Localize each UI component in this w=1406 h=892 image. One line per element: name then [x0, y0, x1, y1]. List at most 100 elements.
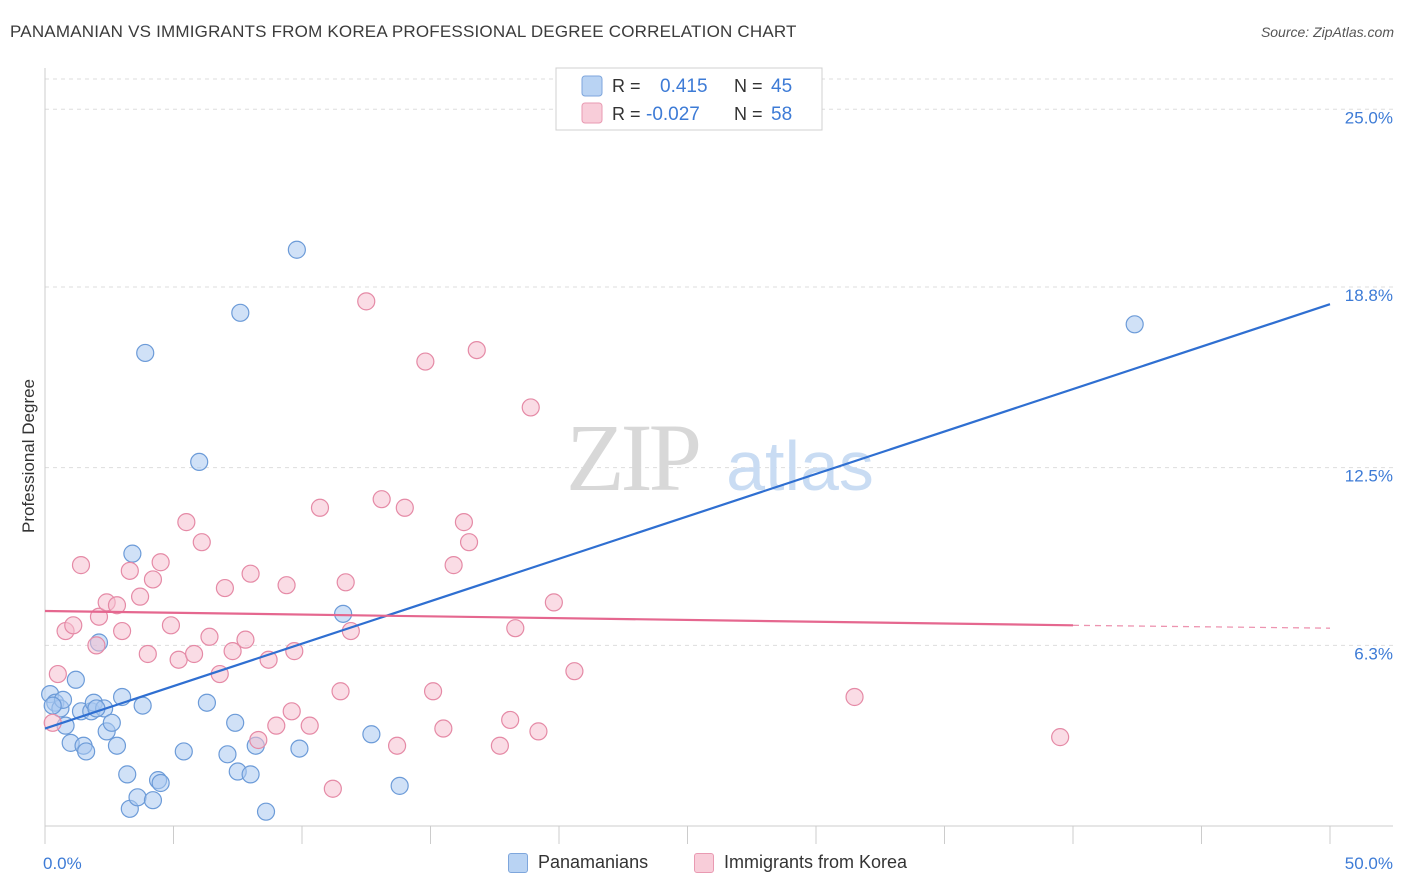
legend-label-panamanians: Panamanians: [538, 852, 649, 872]
point-korea-3: [64, 616, 83, 635]
legend-r-label-1: R =: [612, 76, 641, 96]
point-korea-9: [112, 621, 132, 641]
point-korea-23: [223, 642, 242, 661]
point-korea-38: [357, 292, 376, 311]
legend-swatch-korea: [694, 852, 714, 873]
point-korea-22: [215, 578, 234, 598]
point-korea-47: [459, 533, 479, 552]
trend-line-korea: [44, 609, 1074, 627]
point-korea-42: [416, 352, 435, 371]
point-korea-19: [192, 533, 211, 552]
legend-swatch-blue: [581, 75, 603, 97]
point-korea-33: [310, 498, 330, 517]
point-korea-54: [544, 593, 563, 612]
point-panamanians-27: [174, 742, 193, 761]
legend-item-panamanians: Panamanians: [508, 852, 648, 873]
y-tick-label-3: 25.0%: [1345, 108, 1393, 127]
point-korea-15: [161, 616, 181, 635]
legend-r-label-2: R =: [612, 104, 641, 124]
point-korea-14: [151, 553, 170, 572]
axis-layer: [44, 68, 1393, 844]
point-korea-43: [423, 682, 443, 701]
point-korea-12: [138, 644, 157, 664]
legend-swatch-pink: [581, 102, 603, 124]
legend-r-value-2: -0.027: [646, 104, 700, 125]
point-korea-20: [200, 627, 219, 646]
grid-layer: [45, 78, 1393, 646]
point-korea-18: [184, 644, 204, 664]
point-korea-39: [372, 490, 391, 509]
point-korea-5: [87, 636, 106, 655]
legend-n-value-1: 45: [771, 76, 792, 97]
y-axis-title: Professional Degree: [19, 379, 38, 533]
legend-item-korea: Immigrants from Korea: [694, 852, 907, 873]
point-panamanians-26: [151, 773, 170, 793]
point-korea-11: [130, 587, 150, 606]
point-panamanians-42: [1125, 315, 1144, 334]
point-korea-36: [336, 573, 355, 592]
x-tick-label-0: 0.0%: [43, 854, 82, 873]
point-panamanians-9: [77, 742, 96, 761]
point-panamanians-28: [190, 452, 209, 472]
point-panamanians-22: [133, 696, 152, 715]
legend-label-korea: Immigrants from Korea: [724, 852, 908, 872]
stats-legend: R = 0.415 N = 45 R = -0.027 N = 58: [555, 67, 823, 131]
x-tick-label-1: 50.0%: [1345, 854, 1393, 873]
point-korea-51: [506, 619, 525, 638]
point-korea-17: [177, 513, 196, 532]
y-tick-label-0: 6.3%: [1354, 644, 1393, 663]
point-panamanians-40: [362, 725, 381, 744]
watermark-zip: ZIP: [566, 404, 699, 511]
point-korea-52: [521, 398, 540, 417]
trend-line-panamanians: [44, 303, 1331, 730]
watermark-atlas: atlas: [726, 427, 874, 505]
point-panamanians-31: [226, 713, 245, 732]
point-panamanians-34: [241, 765, 260, 784]
point-panamanians-43: [43, 696, 62, 715]
points-layer: [41, 240, 1144, 821]
point-korea-34: [323, 779, 342, 798]
point-panamanians-29: [197, 693, 217, 712]
legend-n-value-2: 58: [771, 104, 792, 125]
point-korea-57: [1051, 728, 1070, 747]
y-tick-label-2: 18.8%: [1345, 286, 1393, 305]
point-korea-16: [169, 650, 188, 669]
point-korea-4: [71, 556, 91, 575]
point-panamanians-39: [334, 604, 353, 623]
point-panamanians-24: [143, 791, 163, 810]
point-korea-32: [300, 716, 319, 735]
source-label: Source: ZipAtlas.com: [1260, 24, 1394, 40]
legend-r-value-1: 0.415: [660, 76, 708, 97]
point-panamanians-38: [290, 739, 309, 758]
point-korea-8: [107, 596, 127, 615]
point-panamanians-18: [118, 765, 137, 784]
point-korea-1: [48, 664, 67, 684]
point-panamanians-30: [218, 745, 237, 764]
point-korea-31: [282, 702, 301, 721]
point-korea-10: [120, 561, 139, 580]
trend-layer: [44, 303, 1331, 730]
chart-title: PANAMANIAN VS IMMIGRANTS FROM KOREA PROF…: [10, 22, 797, 41]
bottom-legend: Panamanians Immigrants from Korea: [0, 850, 1406, 880]
point-korea-40: [387, 736, 407, 755]
point-korea-53: [529, 722, 548, 741]
trend-line-korea-extension: [1072, 624, 1331, 629]
point-panamanians-20: [123, 544, 142, 563]
point-korea-26: [249, 730, 268, 750]
point-korea-46: [454, 513, 474, 532]
point-korea-35: [331, 682, 350, 701]
point-korea-24: [236, 630, 255, 649]
point-panamanians-37: [287, 240, 306, 259]
point-panamanians-15: [102, 713, 121, 732]
label-layer: 6.3% 12.5% 18.8% 25.0% 0.0% 50.0%: [43, 108, 1393, 873]
legend-n-label-2: N =: [734, 104, 763, 124]
point-panamanians-6: [66, 670, 85, 689]
point-panamanians-33: [231, 303, 250, 322]
point-panamanians-23: [136, 343, 155, 363]
watermark: ZIP atlas: [566, 404, 874, 511]
point-korea-48: [467, 340, 486, 360]
point-korea-55: [565, 662, 584, 681]
point-korea-44: [434, 719, 453, 738]
point-korea-28: [267, 716, 286, 735]
